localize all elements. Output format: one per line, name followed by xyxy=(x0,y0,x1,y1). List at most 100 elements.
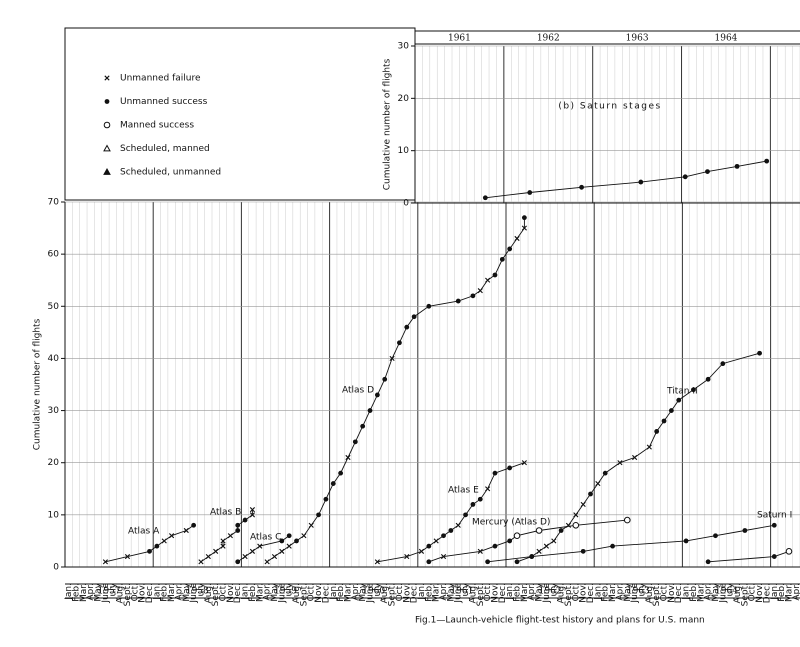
marker-dot xyxy=(294,538,299,544)
month-label: Jan. xyxy=(682,583,692,601)
marker-x xyxy=(646,444,652,450)
marker-x xyxy=(286,543,292,549)
series-line xyxy=(485,160,767,199)
marker-stroke xyxy=(646,444,652,450)
marker-stroke xyxy=(485,277,491,283)
month-label: Sept. xyxy=(476,583,486,606)
marker-x xyxy=(573,512,579,518)
month-label: Mar. xyxy=(79,583,89,602)
marker-dot xyxy=(558,528,564,533)
month-label: May xyxy=(711,582,721,601)
marker-stroke xyxy=(632,454,638,461)
marker-stroke xyxy=(595,480,601,487)
marker-stroke xyxy=(440,553,447,560)
marker-dot xyxy=(705,376,711,382)
marker-stroke xyxy=(220,543,226,549)
month-label: Sept. xyxy=(564,583,574,606)
series-label: Saturn I xyxy=(757,511,792,521)
marker-x xyxy=(521,225,527,231)
month-label: Feb. xyxy=(601,583,611,602)
marker-x xyxy=(543,543,550,549)
legend-label: Scheduled, unmanned xyxy=(120,168,221,178)
marker-dot xyxy=(764,158,770,164)
marker-x xyxy=(485,277,491,283)
month-label: Mar. xyxy=(432,583,442,602)
marker-stroke xyxy=(543,543,550,549)
marker-dot xyxy=(705,169,710,175)
marker-dot xyxy=(580,548,586,554)
marker-dot xyxy=(742,528,748,533)
marker-dot xyxy=(235,559,241,565)
marker-dot xyxy=(492,543,498,549)
month-label: Feb. xyxy=(336,583,346,602)
marker-stroke xyxy=(617,460,623,466)
month-label: May xyxy=(358,582,368,601)
marker-dot xyxy=(411,314,417,320)
marker-x xyxy=(477,288,483,294)
month-label: June xyxy=(542,583,552,604)
month-label: Dec. xyxy=(233,583,243,603)
y-tick-label: 20 xyxy=(398,94,410,104)
marker-dot xyxy=(367,408,373,413)
marker-dot xyxy=(713,533,718,539)
marker-dot xyxy=(411,314,417,320)
marker-dot xyxy=(734,163,740,169)
marker-x xyxy=(418,548,425,554)
marker-stroke xyxy=(477,288,483,294)
month-label: Jan. xyxy=(64,583,74,601)
month-label: July xyxy=(637,582,647,600)
marker-x xyxy=(104,75,110,81)
marker-dot xyxy=(734,163,740,169)
marker-x xyxy=(124,553,131,560)
month-label: Jan. xyxy=(152,583,162,601)
marker-x xyxy=(227,533,233,539)
marker-dot xyxy=(360,423,366,429)
month-label: Sept. xyxy=(123,583,133,606)
month-label: July xyxy=(196,582,206,600)
marker-stroke xyxy=(536,548,542,554)
marker-dot xyxy=(441,533,446,539)
marker-dot xyxy=(374,392,380,398)
marker-stroke xyxy=(418,548,425,554)
marker-stroke xyxy=(183,527,189,534)
marker-x xyxy=(374,559,380,565)
legend-label: Manned success xyxy=(120,121,194,131)
month-label: Mar. xyxy=(520,583,530,602)
month-label: Aug. xyxy=(733,583,743,603)
marker-dot xyxy=(771,522,777,528)
marker-x xyxy=(345,454,351,461)
marker-stroke xyxy=(227,533,233,539)
caption: Fig.1—Launch-vehicle flight-test history… xyxy=(415,616,705,626)
marker-stroke xyxy=(102,559,109,565)
marker-dot xyxy=(477,496,483,502)
year-label: 1958 xyxy=(186,587,209,597)
month-label: Apr. xyxy=(439,583,449,601)
marker-dot xyxy=(757,350,762,356)
marker-dot xyxy=(683,538,689,544)
marker-dot xyxy=(771,554,777,559)
marker-dot xyxy=(492,470,498,476)
marker-dot xyxy=(455,298,461,304)
month-label: Aug. xyxy=(557,583,567,603)
marker-dot xyxy=(147,548,152,554)
marker-dot xyxy=(514,559,520,565)
marker-stroke xyxy=(249,548,256,554)
y-tick-label: 40 xyxy=(48,354,60,364)
month-label: Nov. xyxy=(579,583,589,603)
marker-dot xyxy=(338,470,344,476)
marker-dot xyxy=(668,408,674,413)
marker-dot xyxy=(426,303,432,309)
y-axis-label: Cumulative number of flights xyxy=(33,318,43,450)
marker-dot xyxy=(638,179,644,185)
marker-circle xyxy=(785,548,793,555)
marker-stroke xyxy=(205,553,211,560)
marker-dot xyxy=(426,559,432,565)
marker-dot xyxy=(485,559,491,565)
marker-stroke xyxy=(198,559,204,565)
year-label: 1960 xyxy=(362,587,385,597)
marker-stroke xyxy=(104,75,110,81)
marker-circle xyxy=(513,532,521,540)
marker-dot xyxy=(426,543,432,549)
marker-dot xyxy=(527,190,533,195)
marker-x xyxy=(264,559,270,565)
